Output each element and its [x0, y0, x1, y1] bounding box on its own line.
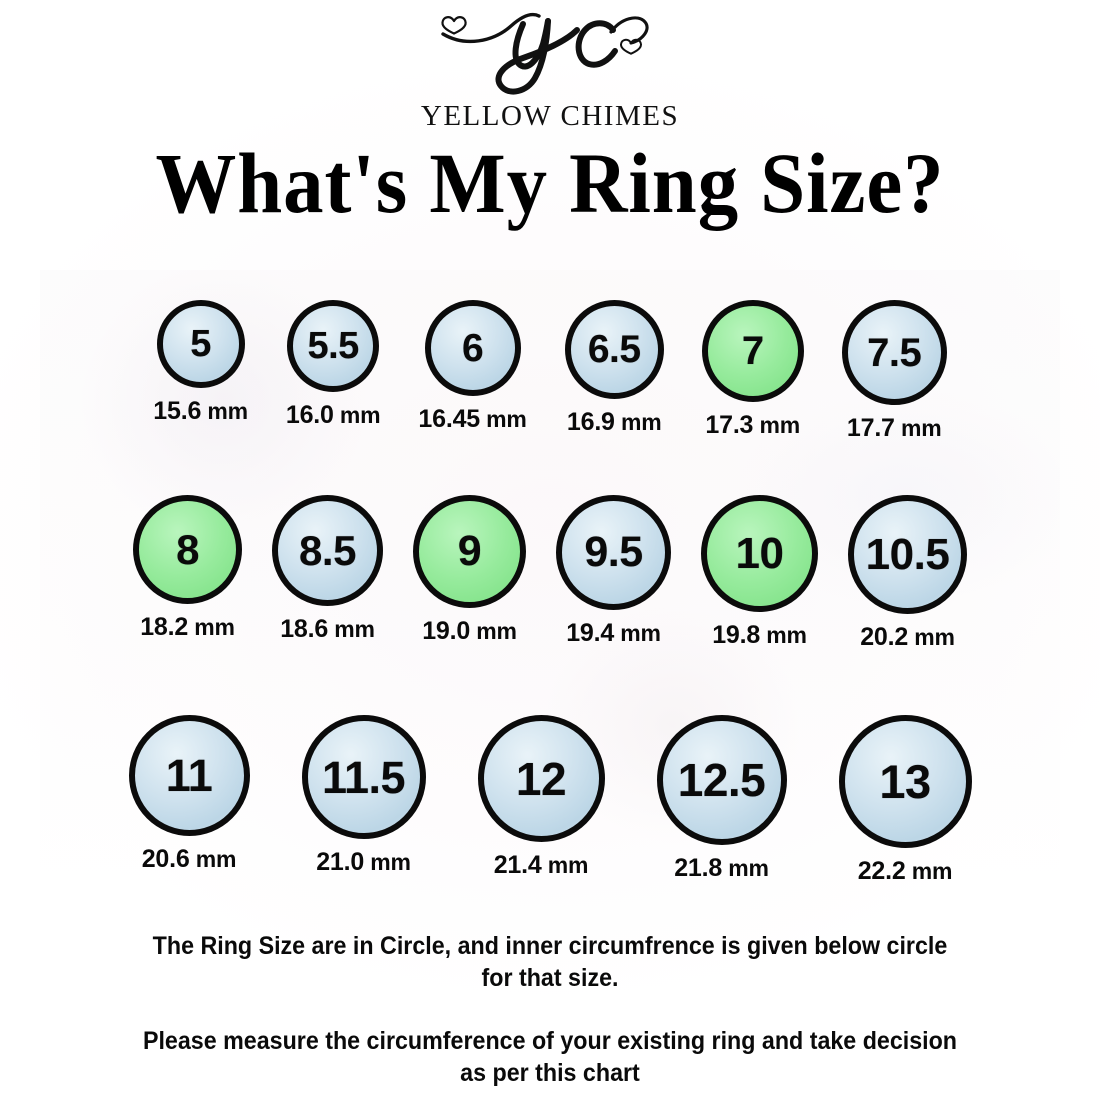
ring-circumference-label: 17.7 mm [846, 414, 942, 442]
ring-size-circle[interactable]: 13 [838, 715, 972, 848]
ring-size-circle[interactable]: 5 [156, 300, 245, 388]
ring-size-cell[interactable]: 8 18.2 mm [133, 495, 242, 642]
ring-circumference-label: 21.8 mm [674, 854, 769, 882]
ring-circumference-label: 21.0 mm [316, 848, 411, 876]
ring-size-number: 5 [190, 323, 211, 365]
ring-size-cell[interactable]: 10.5 20.2 mm [848, 495, 967, 652]
ring-circumference-label: 16.9 mm [566, 408, 662, 436]
ring-circumference-label: 20.2 mm [860, 623, 955, 651]
ring-size-circle[interactable]: 6.5 [564, 300, 664, 399]
ring-size-number: 12 [515, 752, 567, 805]
ring-size-circle[interactable]: 7 [701, 300, 804, 402]
ring-size-cell[interactable]: 7.5 17.7 mm [841, 300, 947, 443]
ring-size-cell[interactable]: 6.5 16.9 mm [564, 300, 664, 437]
ring-size-circle[interactable]: 12.5 [656, 715, 787, 845]
ring-size-number: 8 [176, 525, 199, 573]
footer-note-secondary: Please measure the circumference of your… [142, 1027, 958, 1087]
ring-size-number: 5.5 [307, 325, 359, 367]
ring-size-number: 11 [165, 750, 213, 801]
ring-size-cell[interactable]: 9.5 19.4 mm [556, 495, 671, 648]
ring-size-number: 11.5 [321, 751, 406, 803]
ring-size-circle[interactable]: 11.5 [301, 715, 426, 839]
ring-size-number: 10.5 [865, 529, 950, 579]
size-row-2: 8 18.2 mm 8.5 18.6 mm 9 19.0 mm 9.5 19.4 mm 10 19… [0, 495, 1100, 652]
page-title: What's My Ring Size? [155, 135, 945, 231]
ring-circumference-label: 20.6 mm [141, 845, 237, 873]
ring-size-number: 8.5 [299, 526, 356, 574]
ring-size-circle[interactable]: 6 [424, 300, 521, 396]
footer-note-primary: The Ring Size are in Circle, and inner c… [152, 932, 948, 992]
ring-size-circle[interactable]: 9 [413, 495, 526, 608]
ring-size-cell[interactable]: 9 19.0 mm [413, 495, 526, 646]
ring-size-circle[interactable]: 7.5 [841, 300, 947, 405]
ring-size-cell[interactable]: 13 22.2 mm [838, 715, 972, 886]
ring-circumference-label: 18.6 mm [280, 615, 375, 643]
ring-circumference-label: 19.8 mm [712, 621, 807, 649]
ring-circumference-label: 16.45 mm [418, 405, 527, 433]
ring-size-number: 13 [879, 755, 931, 808]
ring-size-number: 7 [741, 329, 764, 373]
ring-size-circle[interactable]: 10 [701, 495, 818, 612]
ring-size-number: 7.5 [867, 330, 922, 375]
ring-circumference-label: 19.4 mm [566, 619, 661, 647]
ring-circumference-label: 21.4 mm [493, 851, 589, 879]
ring-size-circle[interactable]: 9.5 [556, 495, 671, 610]
ring-size-number: 6.5 [587, 328, 641, 371]
ring-size-number: 9 [457, 527, 482, 575]
ring-size-circle[interactable]: 8.5 [272, 495, 383, 606]
ring-size-circle[interactable]: 12 [477, 715, 605, 842]
ring-size-cell[interactable]: 5.5 16.0 mm [286, 300, 381, 430]
ring-size-circle[interactable]: 5.5 [287, 300, 380, 392]
ring-size-cell[interactable]: 6 16.45 mm [418, 300, 527, 434]
ring-size-cell[interactable]: 8.5 18.6 mm [272, 495, 383, 644]
ring-size-cell[interactable]: 11.5 21.0 mm [301, 715, 426, 877]
ring-size-circle[interactable]: 10.5 [848, 495, 967, 614]
ring-size-cell[interactable]: 12.5 21.8 mm [656, 715, 787, 883]
ring-size-number: 12.5 [677, 754, 766, 806]
yc-script-monogram-icon [441, 12, 649, 95]
ring-size-cell[interactable]: 11 20.6 mm [128, 715, 250, 874]
ring-size-cell[interactable]: 12 21.4 mm [477, 715, 605, 880]
ring-size-circle[interactable]: 11 [128, 715, 250, 836]
ring-size-number: 6 [461, 326, 484, 370]
size-row-1: 5 15.6 mm 5.5 16.0 mm 6 16.45 mm 6.5 16.9 mm 7 17… [0, 300, 1100, 443]
brand-name: YELLOW CHIMES [420, 100, 680, 132]
brand-logo-block: YELLOW CHIMES [0, 2, 1100, 133]
ring-size-cell[interactable]: 5 15.6 mm [153, 300, 248, 426]
ring-size-cell[interactable]: 7 17.3 mm [701, 300, 804, 440]
ring-circumference-label: 18.2 mm [140, 613, 235, 641]
ring-circumference-label: 15.6 mm [153, 397, 248, 425]
ring-size-number: 10 [735, 528, 784, 578]
size-row-3: 11 20.6 mm 11.5 21.0 mm 12 21.4 mm 12.5 21.8 mm… [0, 715, 1100, 886]
ring-circumference-label: 17.3 mm [705, 411, 800, 439]
ring-size-cell[interactable]: 10 19.8 mm [701, 495, 818, 650]
ring-circumference-label: 19.0 mm [422, 617, 517, 645]
ring-circumference-label: 22.2 mm [857, 857, 953, 885]
ring-size-number: 9.5 [584, 528, 643, 576]
ring-circumference-label: 16.0 mm [285, 401, 381, 429]
ring-size-circle[interactable]: 8 [133, 495, 242, 604]
